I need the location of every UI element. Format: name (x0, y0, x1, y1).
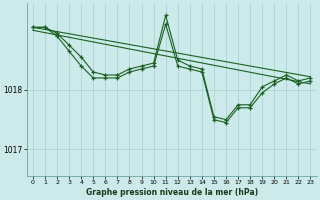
X-axis label: Graphe pression niveau de la mer (hPa): Graphe pression niveau de la mer (hPa) (86, 188, 258, 197)
